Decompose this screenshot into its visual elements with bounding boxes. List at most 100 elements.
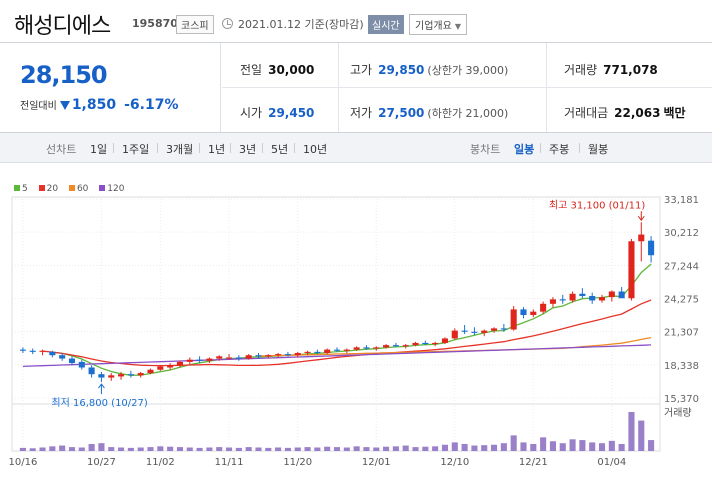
candle-body[interactable]	[530, 311, 537, 315]
period-1y[interactable]: 1년	[208, 143, 226, 156]
candle-body[interactable]	[422, 342, 429, 345]
volume-bar[interactable]	[118, 447, 125, 451]
candle-body[interactable]	[137, 373, 144, 376]
candle-body[interactable]	[598, 297, 606, 301]
candle-body[interactable]	[225, 357, 233, 359]
period-1w[interactable]: 1주일	[122, 143, 150, 156]
candle-weekly[interactable]: 주봉	[549, 143, 570, 156]
candle-body[interactable]	[284, 354, 291, 356]
candle-body[interactable]	[157, 366, 164, 370]
volume-bar[interactable]	[333, 447, 341, 451]
candle-body[interactable]	[500, 328, 507, 330]
volume-bar[interactable]	[392, 446, 399, 451]
volume-bar[interactable]	[648, 440, 655, 451]
candle-body[interactable]	[353, 347, 360, 350]
volume-bar[interactable]	[294, 447, 301, 451]
volume-bar[interactable]	[235, 447, 242, 451]
candle-body[interactable]	[118, 374, 125, 377]
volume-bar[interactable]	[432, 446, 439, 451]
candle-body[interactable]	[628, 241, 635, 299]
candle-body[interactable]	[88, 367, 95, 375]
candle-body[interactable]	[461, 330, 468, 332]
candle-body[interactable]	[196, 359, 203, 361]
candlestick-chart[interactable]: 33,181 30,212 27,244 24,275 21,307 18,338 15,3…	[0, 193, 712, 477]
volume-bar[interactable]	[608, 440, 615, 451]
volume-bar[interactable]	[176, 447, 183, 451]
candle-body[interactable]	[265, 355, 272, 357]
candle-body[interactable]	[186, 359, 193, 362]
volume-bar[interactable]	[451, 442, 458, 451]
volume-bar[interactable]	[265, 447, 272, 451]
candle-body[interactable]	[324, 349, 331, 353]
candle-body[interactable]	[579, 293, 586, 296]
volume-bar[interactable]	[491, 444, 498, 451]
candle-body[interactable]	[559, 299, 566, 301]
volume-bar[interactable]	[98, 443, 105, 451]
realtime-button[interactable]: 실시간	[368, 15, 404, 34]
volume-bar[interactable]	[441, 444, 449, 451]
volume-bar[interactable]	[255, 447, 262, 451]
candle-body[interactable]	[235, 357, 242, 359]
candle-body[interactable]	[314, 351, 321, 353]
candle-body[interactable]	[49, 351, 56, 356]
candle-body[interactable]	[589, 295, 596, 301]
candle-body[interactable]	[343, 349, 350, 351]
candle-body[interactable]	[412, 342, 419, 346]
volume-bar[interactable]	[373, 447, 380, 451]
candle-body[interactable]	[78, 361, 85, 368]
candle-body[interactable]	[127, 374, 134, 376]
volume-bar[interactable]	[363, 447, 370, 451]
volume-bar[interactable]	[19, 447, 26, 451]
candle-daily[interactable]: 일봉	[514, 143, 535, 156]
period-3y[interactable]: 3년	[239, 143, 257, 156]
volume-bar[interactable]	[88, 443, 95, 451]
volume-bar[interactable]	[412, 447, 419, 451]
volume-bar[interactable]	[59, 445, 66, 451]
volume-bar[interactable]	[29, 448, 36, 451]
volume-bar[interactable]	[206, 447, 213, 451]
candle-body[interactable]	[520, 309, 527, 315]
candle-body[interactable]	[147, 369, 154, 374]
volume-bar[interactable]	[402, 445, 409, 451]
candle-monthly[interactable]: 월봉	[588, 143, 609, 156]
candle-body[interactable]	[618, 291, 625, 299]
candle-body[interactable]	[29, 350, 36, 352]
volume-bar[interactable]	[186, 447, 193, 451]
volume-bar[interactable]	[510, 435, 517, 451]
volume-bar[interactable]	[343, 447, 350, 451]
candle-body[interactable]	[402, 345, 409, 347]
candle-body[interactable]	[176, 361, 183, 366]
candle-body[interactable]	[167, 365, 174, 368]
volume-bar[interactable]	[559, 443, 566, 451]
candle-body[interactable]	[39, 350, 46, 352]
candle-body[interactable]	[383, 345, 390, 348]
candle-body[interactable]	[206, 358, 213, 361]
volume-bar[interactable]	[216, 447, 223, 451]
volume-bar[interactable]	[461, 443, 468, 451]
candle-body[interactable]	[432, 342, 439, 345]
volume-bar[interactable]	[78, 447, 85, 451]
volume-bar[interactable]	[628, 412, 635, 451]
candle-body[interactable]	[569, 293, 576, 301]
volume-bar[interactable]	[49, 446, 56, 451]
volume-bar[interactable]	[481, 445, 488, 451]
volume-bar[interactable]	[245, 447, 252, 451]
candle-body[interactable]	[441, 338, 449, 343]
candle-body[interactable]	[108, 375, 115, 378]
period-10y[interactable]: 10년	[303, 143, 328, 156]
candle-body[interactable]	[471, 331, 478, 333]
volume-bar[interactable]	[598, 443, 606, 451]
volume-bar[interactable]	[167, 446, 174, 451]
candle-body[interactable]	[549, 299, 556, 304]
volume-bar[interactable]	[157, 446, 164, 451]
candle-body[interactable]	[648, 240, 655, 256]
volume-bar[interactable]	[589, 442, 596, 451]
candle-body[interactable]	[451, 330, 458, 339]
volume-bar[interactable]	[353, 446, 360, 451]
candle-body[interactable]	[68, 358, 76, 364]
candle-body[interactable]	[363, 347, 370, 349]
volume-bar[interactable]	[196, 447, 203, 451]
candle-body[interactable]	[216, 356, 223, 359]
volume-bar[interactable]	[304, 447, 311, 451]
volume-bar[interactable]	[500, 443, 507, 451]
